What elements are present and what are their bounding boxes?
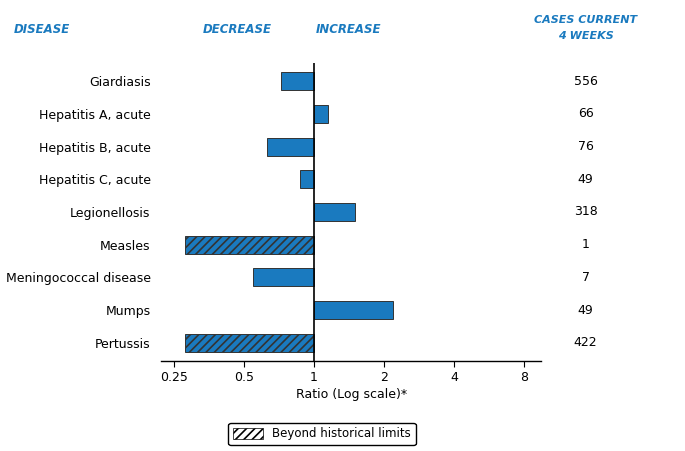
Bar: [281, 72, 314, 90]
Bar: [314, 301, 393, 319]
Text: INCREASE: INCREASE: [316, 23, 382, 36]
Bar: [314, 105, 328, 123]
Text: DECREASE: DECREASE: [203, 23, 272, 36]
Text: 318: 318: [574, 206, 597, 218]
X-axis label: Ratio (Log scale)*: Ratio (Log scale)*: [295, 388, 407, 401]
Text: 556: 556: [574, 74, 597, 87]
Bar: [253, 268, 314, 286]
Text: 49: 49: [578, 304, 593, 317]
Bar: [300, 170, 314, 188]
Text: 422: 422: [574, 336, 597, 350]
Bar: [314, 203, 355, 221]
Legend: Beyond historical limits: Beyond historical limits: [228, 423, 416, 445]
Text: 1: 1: [582, 238, 590, 251]
Text: 66: 66: [578, 107, 593, 120]
Text: 4 WEEKS: 4 WEEKS: [558, 31, 614, 41]
Bar: [186, 236, 314, 253]
Bar: [186, 334, 314, 352]
Text: DISEASE: DISEASE: [14, 23, 70, 36]
Text: CASES CURRENT: CASES CURRENT: [534, 15, 637, 25]
Text: 7: 7: [582, 271, 590, 284]
Text: 49: 49: [578, 173, 593, 186]
Text: 76: 76: [577, 140, 594, 153]
Bar: [267, 138, 314, 156]
